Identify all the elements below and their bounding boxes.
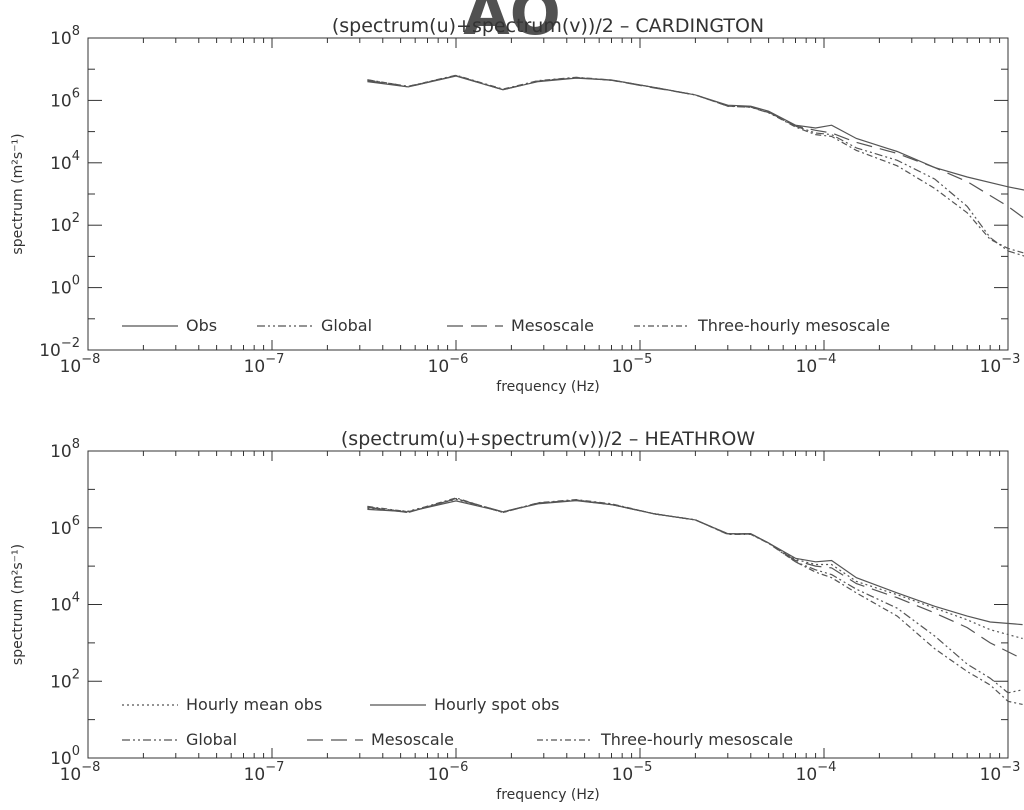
y-tick-label: 10−2 [39, 336, 80, 361]
series-line-hourly-spot-obs [367, 499, 1023, 626]
y-tick-label: 100 [50, 274, 80, 299]
x-axis-label: frequency (Hz) [496, 787, 599, 803]
y-tick-label: 108 [50, 437, 80, 462]
x-tick-label: 10−8 [60, 352, 101, 377]
x-tick-label: 10−7 [244, 760, 285, 785]
legend-label-obs: Obs [186, 316, 217, 335]
x-tick-label: 10−7 [244, 352, 285, 377]
chart-title: (spectrum(u)+spectrum(v))/2 – HEATHROW [341, 428, 755, 450]
legend-label-global: Global [321, 316, 372, 335]
watermark-logo: AO [463, 0, 560, 49]
x-tick-label: 10−3 [980, 352, 1021, 377]
x-tick-label: 10−4 [796, 760, 837, 785]
x-tick-label: 10−4 [796, 352, 837, 377]
series-line-global [367, 497, 1023, 694]
x-tick-label: 10−5 [612, 352, 653, 377]
legend-label-mesoscale: Mesoscale [371, 730, 454, 749]
y-tick-label: 102 [50, 211, 80, 236]
series-line-global [367, 74, 1024, 257]
x-tick-label: 10−6 [428, 352, 469, 377]
series-line-mesoscale [367, 75, 1024, 219]
chart-cardington: (spectrum(u)+spectrum(v))/2 – CARDINGTON… [10, 15, 1024, 395]
legend-label-three-hourly-mesoscale: Three-hourly mesoscale [697, 316, 890, 335]
x-tick-label: 10−6 [428, 760, 469, 785]
legend-label-three-hourly-mesoscale: Three-hourly mesoscale [600, 730, 793, 749]
y-tick-label: 104 [50, 149, 80, 174]
plot-frame [87, 37, 1009, 351]
y-axis-label: spectrum (m²s⁻¹) [10, 133, 26, 254]
legend-label-hourly-spot-obs: Hourly spot obs [434, 695, 559, 714]
chart-heathrow: (spectrum(u)+spectrum(v))/2 – HEATHROW 10… [10, 428, 1023, 803]
legend-label-hourly-mean-obs: Hourly mean obs [186, 695, 322, 714]
x-axis-label: frequency (Hz) [496, 379, 599, 395]
y-tick-label: 106 [50, 86, 80, 111]
series-line-three-hourly-mesoscale [367, 497, 1023, 705]
x-tick-label: 10−5 [612, 760, 653, 785]
y-tick-label: 108 [50, 24, 80, 49]
series-line-obs [367, 75, 1024, 191]
y-axis-label: spectrum (m²s⁻¹) [10, 544, 26, 665]
y-tick-label: 100 [50, 744, 80, 769]
series-line-three-hourly-mesoscale [367, 74, 1024, 254]
chart-title: (spectrum(u)+spectrum(v))/2 – CARDINGTON [332, 15, 764, 37]
y-tick-label: 104 [50, 591, 80, 616]
legend-label-mesoscale: Mesoscale [511, 316, 594, 335]
x-tick-label: 10−8 [60, 760, 101, 785]
y-tick-label: 106 [50, 514, 80, 539]
legend-label-global: Global [186, 730, 237, 749]
x-tick-label: 10−3 [980, 760, 1021, 785]
y-tick-label: 102 [50, 667, 80, 692]
series-line-mesoscale [367, 498, 1023, 660]
